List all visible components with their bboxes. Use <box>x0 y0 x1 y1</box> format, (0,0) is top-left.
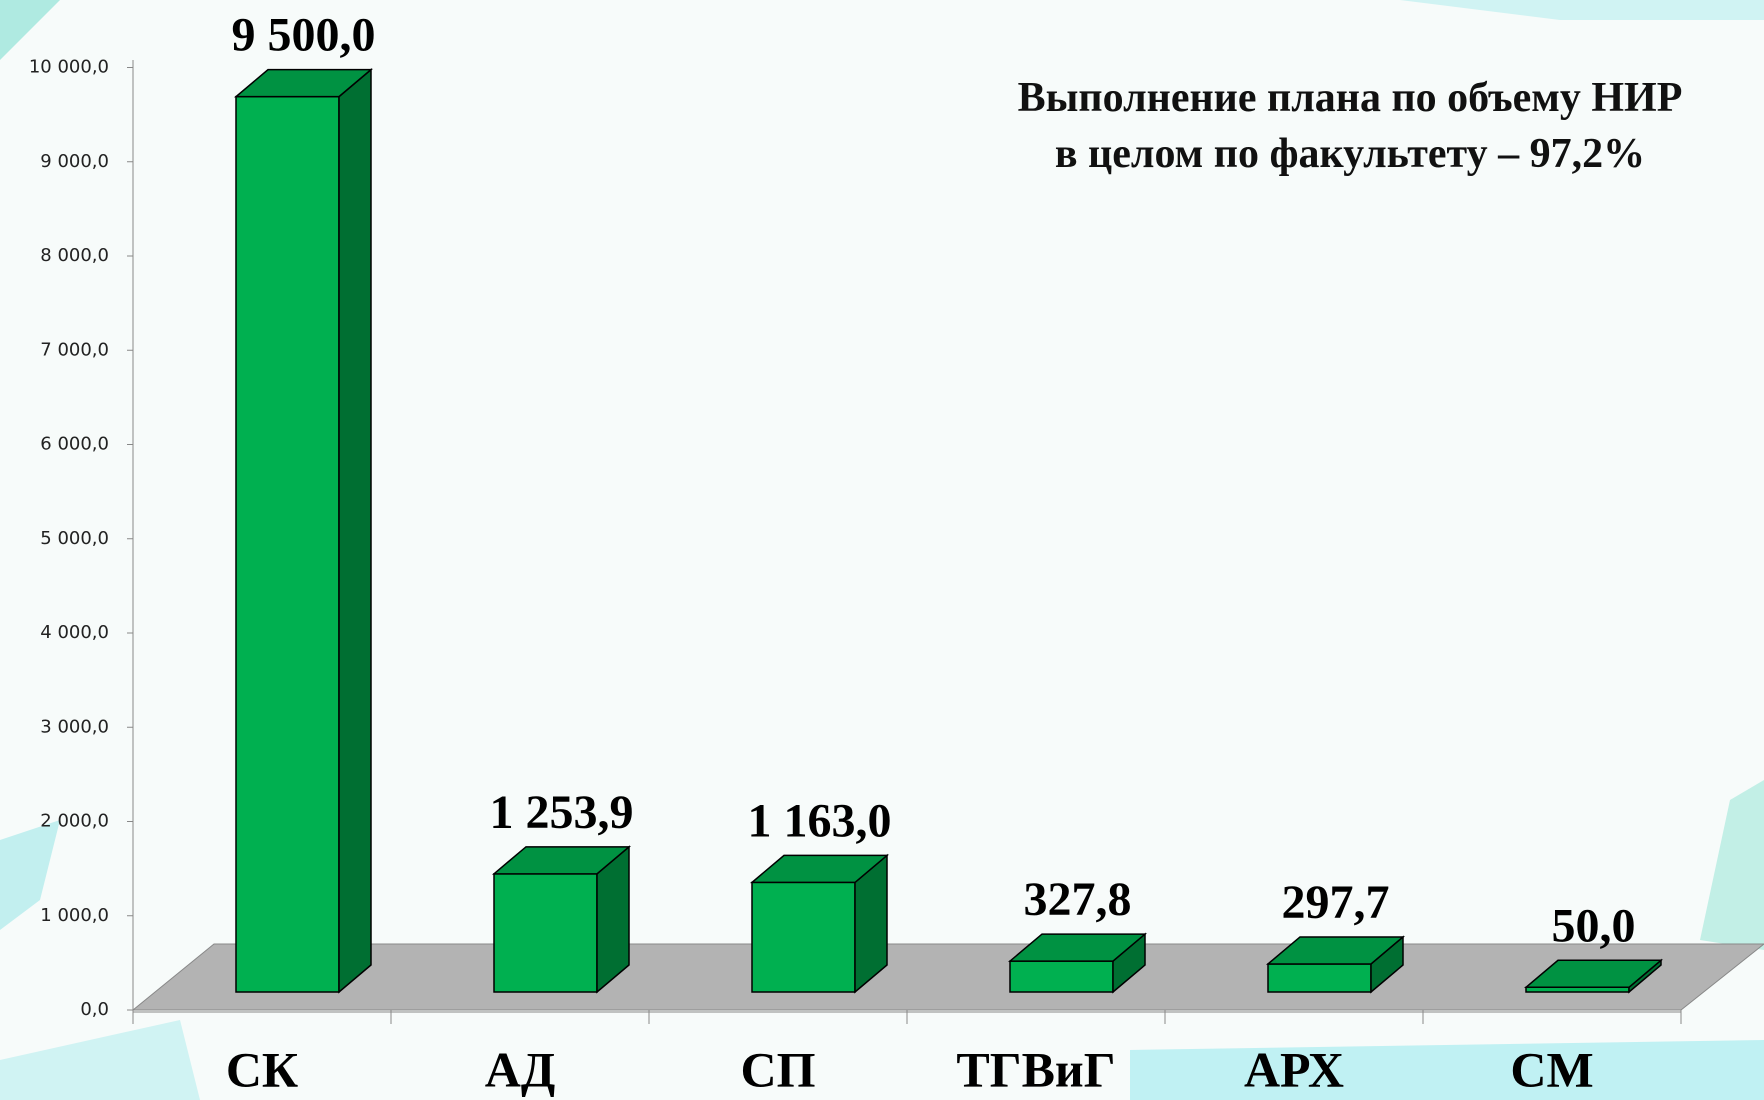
floor <box>131 943 1764 1011</box>
chart-title: Выполнение плана по объему НИР в целом п… <box>1017 75 1683 177</box>
y-tick-label: 5 000,0 <box>40 528 109 549</box>
y-tick-label: 8 000,0 <box>40 245 109 266</box>
y-tick-label: 4 000,0 <box>40 622 109 643</box>
data-label: 297,7 <box>1282 876 1390 929</box>
y-tick-label: 9 000,0 <box>40 151 109 172</box>
data-label: 50,0 <box>1552 899 1636 952</box>
decoration <box>0 1020 200 1100</box>
bar-face <box>1265 936 1406 965</box>
y-tick-label: 10 000,0 <box>29 57 109 78</box>
decoration <box>1130 1040 1764 1100</box>
x-tick-label: СМ <box>1510 1041 1593 1097</box>
x-tick-label: АРХ <box>1244 1041 1344 1097</box>
data-label: 327,8 <box>1024 873 1132 926</box>
bar-face <box>751 881 856 993</box>
data-label: 1 253,9 <box>490 786 634 839</box>
bar-face <box>749 854 890 884</box>
decoration <box>0 820 60 930</box>
decoration <box>1400 0 1764 20</box>
bar-face <box>493 873 598 993</box>
bar-face <box>1523 959 1664 989</box>
bar <box>749 853 890 994</box>
y-tick-label: 0,0 <box>80 999 109 1020</box>
x-tick-label: СП <box>741 1041 816 1097</box>
data-label: 1 163,0 <box>748 794 892 847</box>
bar-face <box>1007 933 1148 962</box>
data-label: 9 500,0 <box>232 9 376 62</box>
bar-face <box>338 68 372 994</box>
y-tick-label: 3 000,0 <box>40 716 109 737</box>
x-tick-label: СК <box>226 1041 298 1097</box>
y-tick-label: 1 000,0 <box>40 905 109 926</box>
y-tick-label: 2 000,0 <box>40 811 109 832</box>
bar-face <box>491 846 632 875</box>
bar-face <box>233 68 374 98</box>
bar <box>1265 935 1406 994</box>
bar <box>1523 958 1664 994</box>
x-tick-label: АД <box>485 1041 556 1097</box>
bar-face <box>1009 960 1114 993</box>
bar <box>491 845 632 994</box>
bar <box>233 68 374 994</box>
bar-face <box>1267 963 1372 993</box>
bar-face <box>235 95 340 993</box>
decoration <box>0 0 60 60</box>
bar <box>1007 932 1148 994</box>
decoration <box>1700 780 1764 950</box>
x-tick-label: ТГВиГ <box>956 1041 1115 1097</box>
y-tick-label: 6 000,0 <box>40 434 109 455</box>
y-tick-label: 7 000,0 <box>40 339 109 360</box>
